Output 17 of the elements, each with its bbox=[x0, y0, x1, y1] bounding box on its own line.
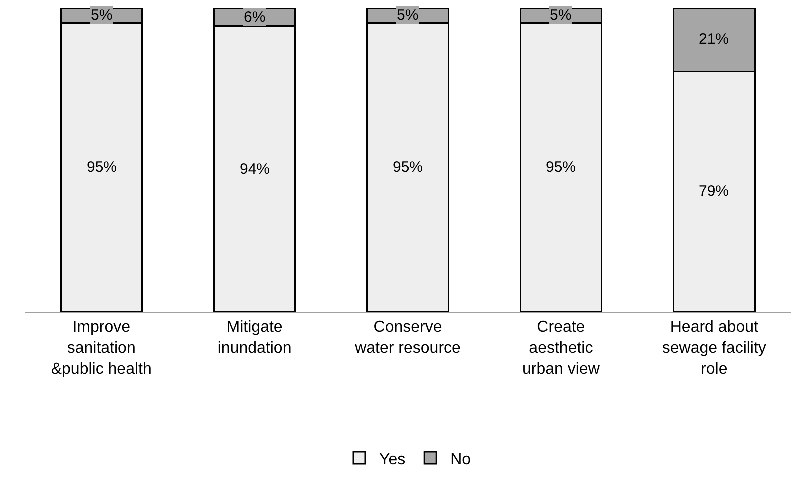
data-label: 6% bbox=[244, 9, 266, 26]
x-tick-label: Conserve water resource bbox=[354, 319, 462, 357]
x-tick-label: Improve sanitation &public health bbox=[51, 319, 152, 378]
data-label: 5% bbox=[550, 7, 572, 24]
x-tick-label: Create aesthetic urban view bbox=[522, 319, 600, 378]
legend-label: Yes bbox=[380, 451, 406, 468]
data-label: 95% bbox=[546, 159, 576, 176]
data-label: 95% bbox=[393, 159, 424, 176]
data-label: 94% bbox=[240, 161, 270, 178]
data-label: 5% bbox=[397, 7, 419, 24]
data-label: 21% bbox=[699, 31, 730, 48]
x-tick-label: Heard about sewage facility role bbox=[662, 319, 766, 378]
x-tick-label: Mitigate inundation bbox=[218, 319, 292, 357]
legend-label: No bbox=[450, 451, 472, 468]
data-label: 95% bbox=[87, 159, 118, 176]
data-label: 79% bbox=[699, 183, 730, 200]
data-label: 5% bbox=[91, 7, 113, 24]
